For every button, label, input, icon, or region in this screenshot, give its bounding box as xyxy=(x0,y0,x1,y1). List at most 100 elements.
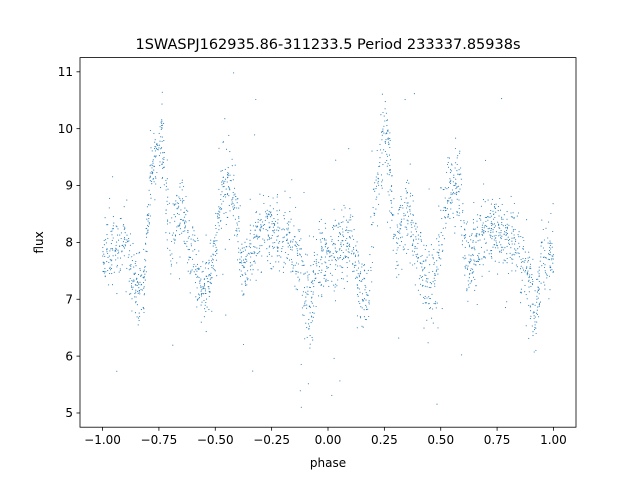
data-point xyxy=(300,248,302,250)
data-point xyxy=(427,278,429,280)
data-point xyxy=(117,252,119,255)
data-point xyxy=(140,275,142,277)
data-point xyxy=(354,255,357,258)
data-point xyxy=(546,277,548,279)
data-point xyxy=(106,261,108,263)
data-point xyxy=(208,288,210,290)
data-point xyxy=(217,222,219,224)
data-point xyxy=(161,176,164,179)
data-point xyxy=(359,271,362,273)
data-point xyxy=(116,226,118,228)
data-point xyxy=(337,279,339,281)
data-point xyxy=(540,253,542,255)
data-point xyxy=(304,303,306,305)
data-point xyxy=(429,308,431,310)
data-point xyxy=(298,244,300,247)
data-point xyxy=(335,283,337,285)
data-point xyxy=(501,203,503,206)
data-point xyxy=(451,163,453,165)
data-point xyxy=(160,128,162,130)
data-point xyxy=(276,202,278,204)
data-point xyxy=(331,238,333,241)
data-point xyxy=(436,302,438,304)
data-point xyxy=(266,239,268,241)
data-point xyxy=(123,255,125,257)
data-point xyxy=(291,249,293,251)
data-point xyxy=(245,258,247,261)
data-point xyxy=(448,197,450,199)
data-point xyxy=(302,261,304,263)
data-point xyxy=(483,256,485,258)
data-point xyxy=(176,262,178,264)
data-point xyxy=(202,261,204,263)
data-point xyxy=(266,209,268,211)
data-point xyxy=(233,174,235,176)
data-point xyxy=(179,222,181,224)
data-point xyxy=(149,165,151,167)
data-point xyxy=(456,163,458,165)
data-point xyxy=(455,178,457,180)
y-tick-label: 11 xyxy=(58,65,73,79)
data-point xyxy=(493,226,495,228)
data-point xyxy=(329,252,331,254)
data-point xyxy=(179,182,181,185)
data-point xyxy=(481,275,483,277)
data-point xyxy=(462,209,464,212)
data-point xyxy=(480,215,482,217)
data-point xyxy=(343,236,345,238)
data-point xyxy=(505,233,507,235)
data-point xyxy=(389,138,391,140)
data-point xyxy=(402,207,404,209)
data-point xyxy=(500,238,502,240)
data-point xyxy=(333,357,335,359)
data-point xyxy=(273,222,275,225)
data-point xyxy=(104,217,106,219)
data-point xyxy=(284,190,286,192)
data-point xyxy=(529,266,531,268)
data-point xyxy=(218,210,220,212)
data-point xyxy=(358,260,360,262)
data-point xyxy=(347,232,349,234)
data-point xyxy=(239,258,241,260)
data-point xyxy=(335,159,337,161)
data-point xyxy=(414,225,416,227)
data-point xyxy=(241,290,243,292)
data-point xyxy=(137,324,139,326)
data-point xyxy=(501,235,503,237)
data-point xyxy=(397,230,399,233)
data-point xyxy=(372,221,374,224)
data-point xyxy=(532,303,534,305)
data-point xyxy=(307,293,309,295)
data-point xyxy=(365,291,367,294)
data-point xyxy=(524,269,527,271)
data-point xyxy=(110,230,112,232)
data-point xyxy=(498,241,501,243)
data-point xyxy=(469,262,471,264)
data-point xyxy=(512,212,514,214)
data-point xyxy=(261,255,263,257)
data-point xyxy=(447,157,449,159)
data-point xyxy=(243,293,245,295)
data-point xyxy=(165,185,167,187)
data-point xyxy=(354,277,357,279)
data-point xyxy=(470,260,472,262)
data-point xyxy=(201,286,203,288)
data-point xyxy=(396,237,398,239)
data-point xyxy=(247,252,249,254)
data-point xyxy=(125,241,127,244)
data-point xyxy=(190,245,192,247)
data-point xyxy=(299,229,301,231)
data-point xyxy=(287,227,289,229)
data-point xyxy=(352,271,354,273)
data-point xyxy=(229,179,231,182)
data-point xyxy=(428,251,430,253)
data-point xyxy=(251,264,253,266)
data-point xyxy=(506,228,508,230)
data-point xyxy=(296,289,299,291)
data-point xyxy=(529,263,532,265)
data-point xyxy=(336,224,338,226)
data-point xyxy=(434,303,436,305)
data-point xyxy=(228,173,230,175)
data-point xyxy=(268,252,270,254)
data-point xyxy=(246,254,248,256)
